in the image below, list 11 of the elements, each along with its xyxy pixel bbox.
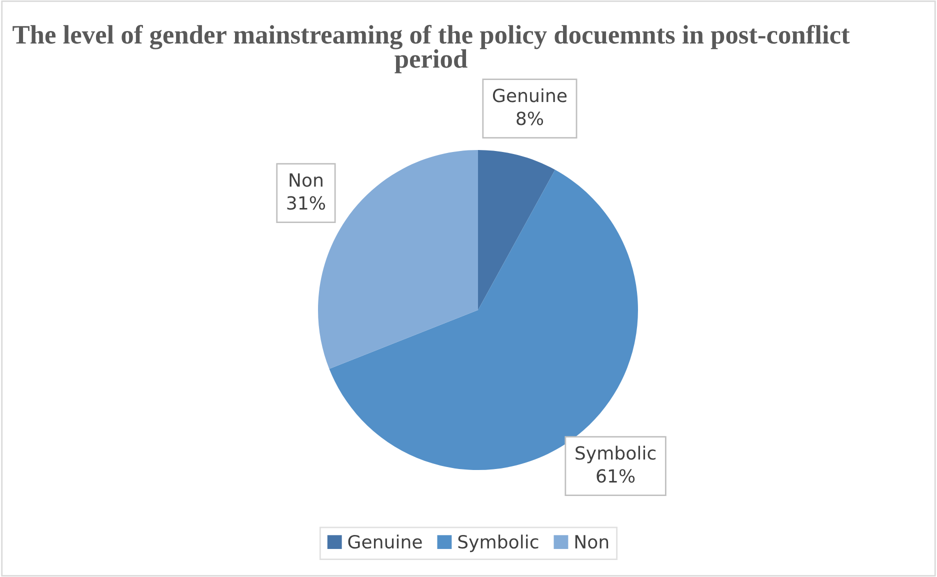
legend-label: Non	[575, 535, 608, 549]
slice-label: Symbolic	[576, 446, 656, 464]
legend-label: Symbolic	[458, 534, 538, 552]
pie-slice	[478, 150, 556, 310]
legend-label: Genuine	[348, 534, 422, 549]
data-label: 31%	[287, 196, 326, 210]
slice-label: Genuine	[492, 88, 567, 102]
data-label: 61%	[596, 469, 635, 483]
data-label: 8%	[516, 112, 544, 126]
chart-title: The level of gender mainstreaming of the policy docuemnts in post-conflict period	[12, 24, 850, 74]
slice-label: Non	[290, 173, 322, 187]
